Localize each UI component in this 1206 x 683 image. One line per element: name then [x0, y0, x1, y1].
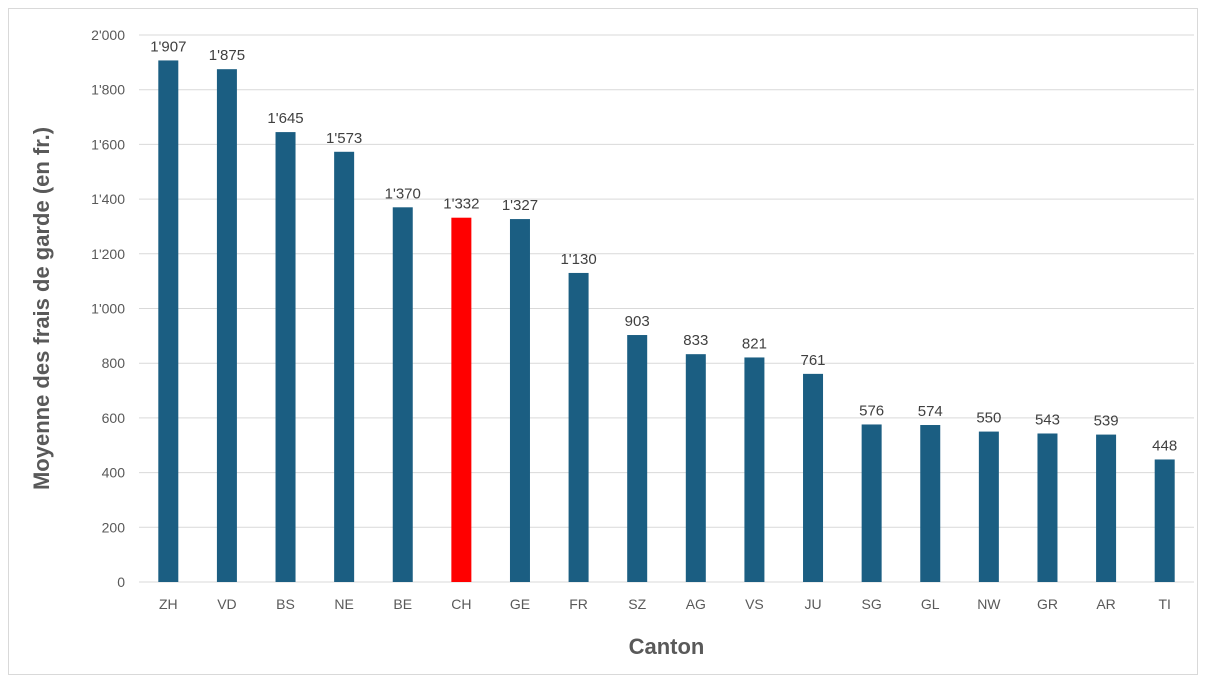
bar-vd — [216, 69, 237, 582]
data-label: 903 — [625, 313, 650, 330]
y-axis-title: Moyenne des frais de garde (en fr.) — [29, 127, 54, 490]
bar-sg — [861, 424, 882, 582]
bar-sz — [627, 335, 648, 582]
data-label: 1'332 — [443, 196, 479, 213]
data-label: 550 — [976, 410, 1001, 427]
x-tick-label: VS — [745, 596, 764, 612]
bar-ju — [803, 373, 824, 582]
bar-fr — [568, 272, 589, 582]
data-label: 539 — [1094, 413, 1119, 430]
x-axis-title: Canton — [629, 634, 705, 659]
x-tick-label: AG — [686, 596, 706, 612]
y-tick-label: 1'600 — [91, 136, 125, 152]
y-tick-label: 800 — [102, 355, 126, 371]
y-tick-label: 1'200 — [91, 246, 125, 262]
x-tick-label: NE — [334, 596, 353, 612]
data-label: 1'907 — [150, 38, 186, 55]
y-tick-label: 200 — [102, 519, 126, 535]
data-label: 833 — [683, 332, 708, 349]
y-tick-label: 0 — [117, 574, 125, 590]
bar-ar — [1096, 434, 1117, 582]
x-tick-label: JU — [804, 596, 821, 612]
bar-ne — [334, 151, 355, 583]
data-label: 576 — [859, 402, 884, 419]
x-tick-label: SZ — [628, 596, 646, 612]
x-tick-label: TI — [1158, 596, 1170, 612]
bar-ti — [1154, 459, 1175, 582]
chart-frame: 0 200 400 600 800 1'000 1'200 1'400 1'600 1'800 2'… — [8, 8, 1198, 675]
bar-be — [392, 207, 413, 582]
y-tick-label: 1'000 — [91, 301, 125, 317]
data-label: 1'327 — [502, 197, 538, 214]
bar-gl — [920, 425, 941, 582]
x-tick-label: NW — [977, 596, 1001, 612]
y-tick-label: 1'400 — [91, 191, 125, 207]
x-tick-label: FR — [569, 596, 588, 612]
data-label: 1'875 — [209, 47, 245, 64]
bar-ge — [509, 219, 530, 583]
data-labels: 1'907 1'875 1'645 1'573 1'370 1'332 1'327 1'130… — [150, 38, 1177, 454]
y-axis-ticks: 0 200 400 600 800 1'000 1'200 1'400 1'600 1'800 2'… — [91, 27, 125, 590]
x-tick-label: GE — [510, 596, 530, 612]
bar-bs — [275, 132, 296, 582]
bar-zh — [158, 60, 179, 583]
x-axis-ticks: ZH VD BS NE BE CH GE FR SZ AG VS JU SG GL NW GR AR TI — [159, 596, 1171, 612]
data-label: 1'370 — [385, 185, 421, 202]
bar-ag — [685, 354, 706, 582]
bar-vs — [744, 357, 765, 582]
x-tick-label: GR — [1037, 596, 1058, 612]
bar-gr — [1037, 433, 1058, 582]
x-tick-label: GL — [921, 596, 940, 612]
y-tick-label: 400 — [102, 465, 126, 481]
x-tick-label: BE — [393, 596, 412, 612]
x-tick-label: SG — [862, 596, 882, 612]
bars — [158, 60, 1175, 583]
data-label: 761 — [801, 352, 826, 369]
bar-nw — [978, 431, 999, 582]
y-tick-label: 600 — [102, 410, 126, 426]
data-label: 1'645 — [267, 110, 303, 127]
data-label: 543 — [1035, 411, 1060, 428]
x-tick-label: VD — [217, 596, 236, 612]
x-tick-label: ZH — [159, 596, 178, 612]
data-label: 1'130 — [560, 251, 596, 268]
x-tick-label: BS — [276, 596, 295, 612]
data-label: 821 — [742, 335, 767, 352]
bar-ch — [451, 217, 472, 582]
y-tick-label: 1'800 — [91, 82, 125, 98]
data-label: 448 — [1152, 437, 1177, 454]
data-label: 1'573 — [326, 130, 362, 147]
x-tick-label: AR — [1096, 596, 1115, 612]
y-tick-label: 2'000 — [91, 27, 125, 43]
x-tick-label: CH — [451, 596, 471, 612]
data-label: 574 — [918, 403, 943, 420]
gridlines — [139, 34, 1194, 583]
bar-chart: 0 200 400 600 800 1'000 1'200 1'400 1'600 1'800 2'… — [29, 27, 1194, 659]
